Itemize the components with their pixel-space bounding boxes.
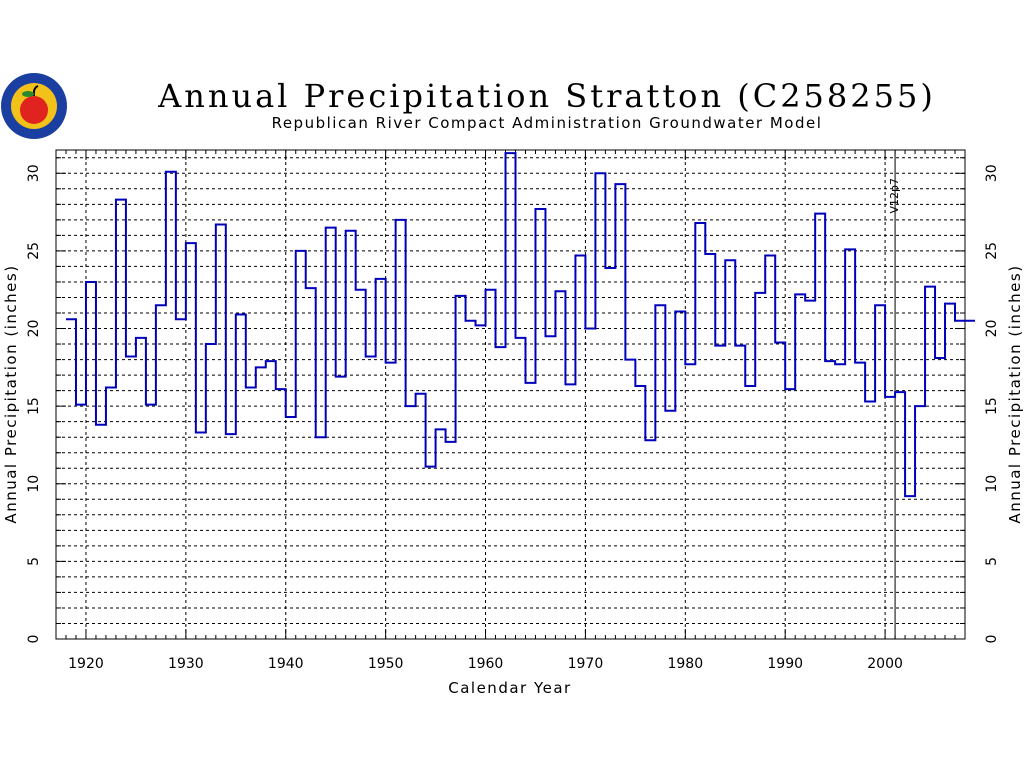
x-tick-label: 1950 bbox=[368, 656, 404, 672]
plot-frame bbox=[55, 149, 966, 640]
x-tick-label: 1990 bbox=[767, 656, 803, 672]
precipitation-series bbox=[65, 152, 975, 498]
rrca-logo bbox=[1, 73, 67, 139]
x-tick-label: 1920 bbox=[68, 656, 104, 672]
y-tick-label-left: 30 bbox=[26, 164, 42, 182]
y-tick-labels-right: 0 5 10 15 20 25 30 bbox=[984, 164, 1000, 643]
chart-title: Annual Precipitation Stratton (C258255) bbox=[157, 77, 936, 115]
x-tick-label: 1940 bbox=[268, 656, 304, 672]
chart-subtitle: Republican River Compact Administration … bbox=[272, 114, 823, 132]
y-tick-label-right: 10 bbox=[984, 475, 1000, 493]
y-tick-label-right: 0 bbox=[984, 635, 1000, 644]
y-tick-label-left: 20 bbox=[26, 320, 42, 338]
y-tick-label-left: 5 bbox=[26, 557, 42, 566]
y-tick-label-right: 20 bbox=[984, 320, 1000, 338]
annotation-label: V12p7 bbox=[888, 178, 901, 214]
x-tick-label: 1960 bbox=[468, 656, 504, 672]
y-tick-label-left: 0 bbox=[26, 635, 42, 644]
y-tick-labels-left: 0 5 10 15 20 25 30 bbox=[26, 164, 42, 643]
y-tick-label-left: 25 bbox=[26, 242, 42, 260]
x-axis-label: Calendar Year bbox=[448, 679, 571, 697]
grid bbox=[56, 150, 965, 639]
axis-ticks bbox=[55, 150, 966, 640]
y-tick-label-left: 10 bbox=[26, 475, 42, 493]
y-tick-label-right: 25 bbox=[984, 242, 1000, 260]
y-axis-label-right: Annual Precipitation (inches) bbox=[1006, 264, 1024, 523]
x-tick-label: 2000 bbox=[867, 656, 903, 672]
y-tick-label-right: 5 bbox=[984, 557, 1000, 566]
x-tick-label: 1980 bbox=[667, 656, 703, 672]
y-tick-label-right: 30 bbox=[984, 164, 1000, 182]
y-tick-label-left: 15 bbox=[26, 397, 42, 415]
precipitation-step-line bbox=[65, 152, 975, 498]
y-tick-label-right: 15 bbox=[984, 397, 1000, 415]
x-tick-labels: 1920 1930 1940 1950 1960 1970 1980 1990 2000 bbox=[68, 656, 903, 672]
y-axis-label-left: Annual Precipitation (inches) bbox=[2, 264, 20, 523]
x-tick-label: 1930 bbox=[168, 656, 204, 672]
x-tick-label: 1970 bbox=[568, 656, 604, 672]
